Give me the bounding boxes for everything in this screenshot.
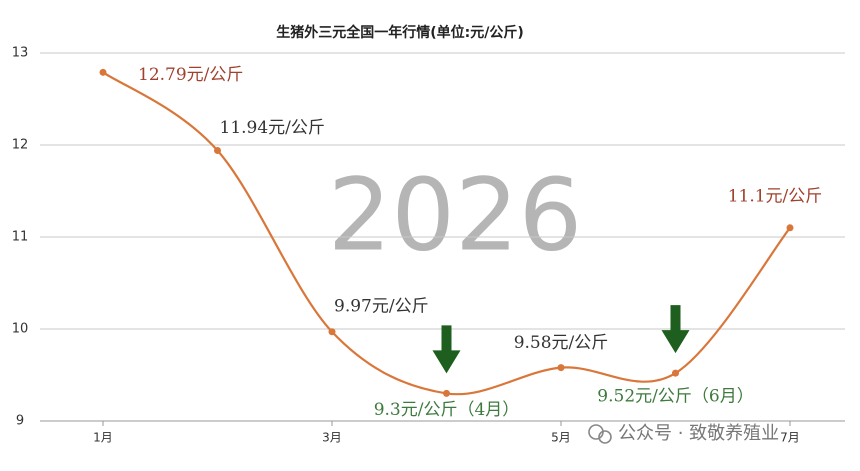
y-tick-label: 11 bbox=[12, 230, 29, 245]
data-label: 9.3元/公斤（4月） bbox=[374, 400, 520, 420]
footer-icon bbox=[588, 424, 612, 444]
x-tick-label: 3月 bbox=[322, 431, 342, 445]
point bbox=[328, 328, 336, 336]
point bbox=[443, 389, 450, 397]
watermark: 2026 bbox=[328, 156, 583, 273]
footer-text: 公众号 · 致敬养殖业 bbox=[618, 422, 779, 444]
data-label: 9.58元/公斤 bbox=[514, 333, 609, 353]
arrow bbox=[432, 325, 461, 374]
point bbox=[99, 68, 107, 76]
data-label: 9.52元/公斤（6月） bbox=[597, 387, 753, 407]
point bbox=[214, 147, 221, 155]
y-tick-label: 12 bbox=[12, 138, 29, 153]
icon-part bbox=[598, 430, 612, 444]
point bbox=[672, 369, 679, 377]
y-tick-label: 13 bbox=[12, 46, 29, 61]
x-tick-label: 1月 bbox=[93, 431, 113, 445]
y-tick-label: 9 bbox=[16, 414, 24, 429]
data-label: 11.1元/公斤 bbox=[728, 186, 823, 206]
data-label: 9.97元/公斤 bbox=[334, 296, 429, 316]
arrow bbox=[661, 305, 690, 354]
x-tick-label: 7月 bbox=[780, 431, 800, 445]
x-tick-label: 5月 bbox=[551, 431, 571, 445]
chart-title: 生猪外三元全国一年行情(单位:元/公斤) bbox=[276, 24, 524, 41]
data-label: 12.79元/公斤 bbox=[138, 65, 243, 85]
point bbox=[786, 224, 794, 232]
point bbox=[557, 364, 565, 372]
data-label: 11.94元/公斤 bbox=[220, 118, 325, 138]
y-tick-label: 10 bbox=[12, 322, 29, 337]
